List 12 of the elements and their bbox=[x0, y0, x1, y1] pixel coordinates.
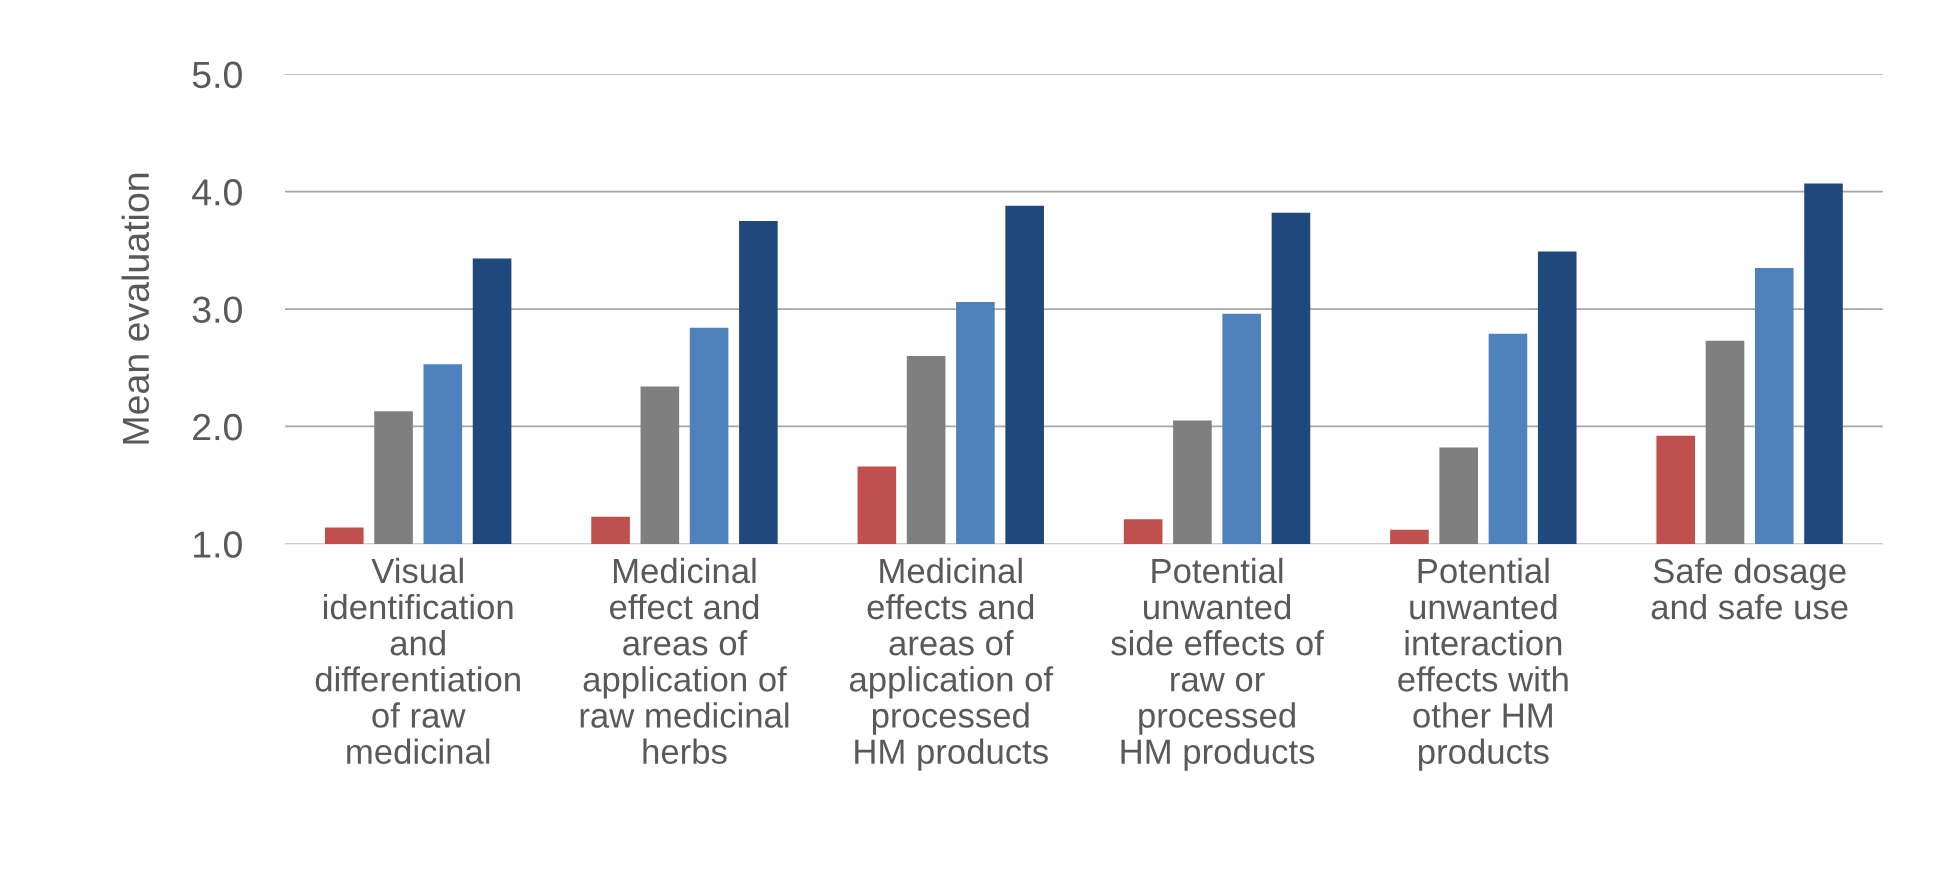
x-tick-label: Medicinal effect and areas of application of raw medicinal herbs bbox=[580, 557, 789, 764]
y-tick-label: 3.0 bbox=[192, 296, 242, 323]
x-tick-label: Medicinal effects and areas of application of processed HM products bbox=[849, 557, 1054, 771]
x-tick-label: Visual identification and differentiation of raw medicinal bbox=[315, 557, 520, 764]
x-tick-label: Potential unwanted interaction effects with other HM products bbox=[1398, 557, 1568, 771]
y-tick-label: 4.0 bbox=[192, 179, 242, 206]
y-tick-label: 5.0 bbox=[192, 61, 242, 89]
y-tick-label: 1.0 bbox=[194, 531, 242, 558]
x-tick-label: Safe dosage and safe use bbox=[1651, 557, 1848, 620]
x-tick-label: Potential unwanted side effects of raw or processed HM products bbox=[1111, 557, 1324, 771]
y-axis-title: Mean evaluation bbox=[121, 173, 150, 444]
y-tick-label: 2.0 bbox=[193, 413, 242, 441]
